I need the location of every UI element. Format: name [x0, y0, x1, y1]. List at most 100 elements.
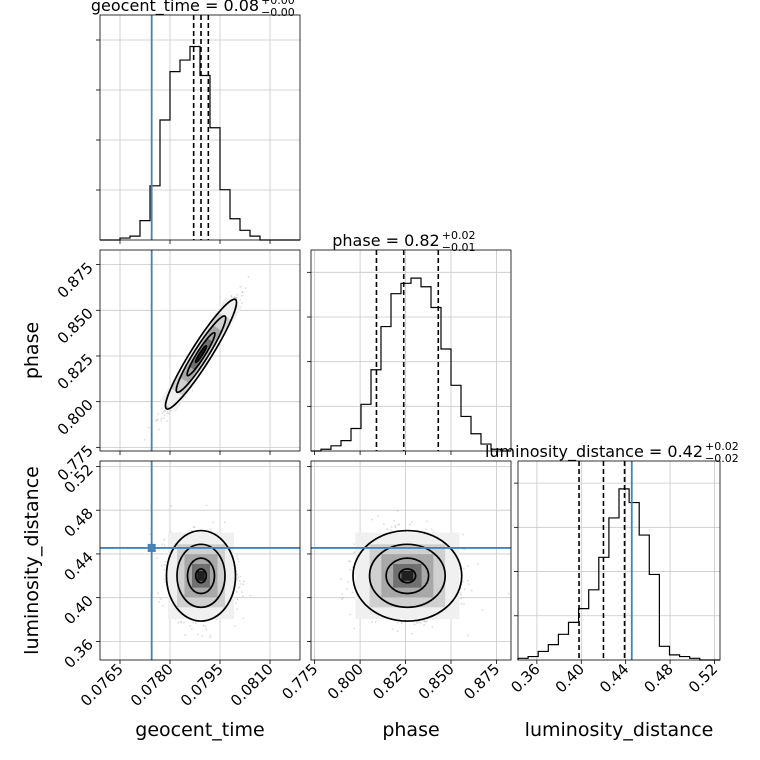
density-block [401, 570, 414, 581]
scatter-point [180, 621, 183, 623]
scatter-point [149, 533, 152, 536]
contour-level [385, 557, 430, 595]
panel-frame [99, 460, 301, 661]
scatter-point [235, 296, 238, 299]
scatter-point [242, 617, 245, 620]
scatter-point [347, 581, 349, 583]
scatter-point [237, 560, 240, 563]
panel-frame [310, 249, 512, 452]
scatter-point [341, 593, 343, 595]
scatter-point [160, 598, 163, 600]
scatter-point [341, 598, 344, 600]
scatter-point [481, 608, 484, 611]
scatter-point [349, 569, 352, 571]
scatter-point [156, 418, 159, 421]
scatter-point [166, 410, 169, 412]
scatter-point [237, 557, 239, 560]
scatter-point [235, 591, 238, 593]
y-tick-label: 0.875 [54, 259, 97, 302]
contour-level [368, 543, 447, 609]
scatter-point [410, 521, 413, 523]
scatter-point [147, 426, 150, 429]
scatter-point [470, 589, 473, 592]
panel-title: geocent_time = 0.08 [91, 0, 259, 16]
scatter-point [236, 598, 239, 601]
scatter-point [240, 302, 243, 304]
scatter-point [243, 580, 245, 583]
panel-title-plus: +0.00 [261, 0, 295, 7]
scatter-point [467, 583, 470, 585]
scatter-point [233, 296, 236, 298]
x-tick-label: 0.40 [552, 660, 588, 696]
scatter-point [161, 605, 164, 607]
x-tick-label: 0.44 [596, 660, 632, 696]
scatter-point [161, 412, 164, 415]
scatter-point [179, 621, 182, 624]
scatter-point [236, 293, 239, 296]
scatter-point [396, 621, 399, 624]
x-tick-label: 0.48 [641, 660, 677, 696]
scatter-point [236, 608, 238, 610]
x-tick-label: 0.36 [507, 660, 543, 696]
scatter-point [164, 580, 167, 583]
scatter-point [413, 623, 416, 626]
density-group [159, 296, 243, 412]
scatter-point [238, 580, 241, 582]
scatter-point [157, 592, 160, 595]
scatter-point [230, 294, 233, 297]
scatter-point [190, 628, 193, 630]
scatter-point [242, 595, 244, 598]
scatter-point [202, 624, 205, 627]
panel-frame [99, 14, 301, 241]
scatter-point [160, 419, 163, 422]
contour-level [164, 298, 238, 410]
panel-frame [310, 460, 512, 661]
scatter-point [391, 628, 394, 631]
scatter-point [209, 636, 212, 639]
histogram-phase [311, 277, 511, 452]
scatter-point [425, 620, 428, 623]
scatter-point [166, 412, 169, 414]
scatter-point [398, 523, 400, 526]
scatter-point [416, 622, 419, 624]
scatter-point [463, 548, 466, 551]
density-block [197, 570, 205, 581]
y-tick-label: 0.800 [54, 396, 97, 439]
scatter-point [462, 567, 465, 570]
x-tick-label: 0.850 [415, 660, 458, 703]
scatter-point [390, 526, 393, 528]
density-group [352, 529, 463, 622]
x-tick-label: 0.800 [324, 660, 367, 703]
panel-luminosity_distance-luminosity_distance: luminosity_distance = 0.42 +0.02−0.02 [485, 440, 739, 661]
scatter-point [467, 579, 469, 582]
contour-level [352, 529, 463, 622]
scatter-point [396, 630, 399, 632]
scatter-point [193, 526, 196, 529]
scatter-point [183, 621, 186, 624]
scatter-point [157, 413, 160, 415]
contour-level [194, 344, 208, 364]
scatter-point [191, 389, 194, 392]
scatter-point [239, 285, 242, 288]
scatter-point [393, 519, 395, 522]
panel-frame [517, 460, 721, 661]
scatter-point [237, 586, 240, 589]
scatter-point [423, 620, 425, 623]
contour-level [175, 315, 227, 394]
scatter-point [189, 625, 192, 628]
scatter-point [460, 602, 463, 605]
histogram-geocent_time [100, 45, 300, 241]
scatter-point [209, 634, 212, 637]
scatter-point [161, 543, 164, 546]
x-tick-label: 0.52 [685, 660, 721, 696]
contour-level [186, 557, 216, 595]
scatter-point [204, 625, 207, 627]
scatter-point [177, 621, 180, 624]
scatter-point [507, 592, 510, 595]
scatter-point [164, 560, 167, 563]
x-tick-label: 0.775 [278, 660, 321, 703]
panel-title-plus: +0.02 [442, 229, 476, 242]
scatter-point [341, 597, 344, 600]
scatter-point [249, 594, 252, 597]
scatter-point [192, 621, 195, 624]
